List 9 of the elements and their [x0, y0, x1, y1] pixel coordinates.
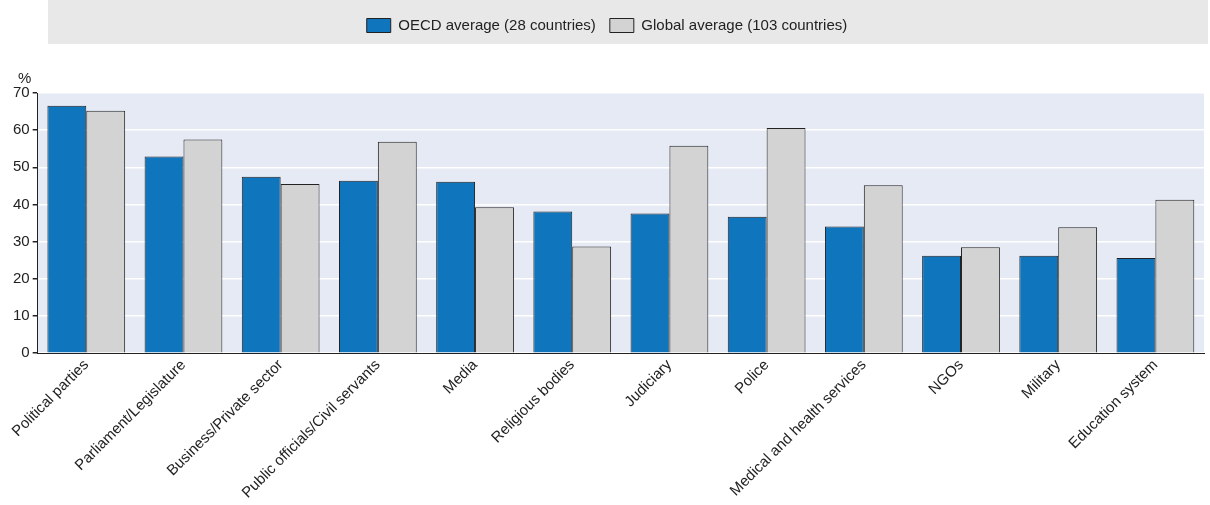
- y-tick-label: 20: [13, 269, 30, 287]
- y-tick-label: 10: [13, 306, 30, 324]
- legend-label: OECD average (28 countries): [398, 15, 596, 33]
- y-tick-label: 0: [21, 343, 30, 361]
- y-tick-label: 40: [13, 194, 30, 212]
- y-tick-label: 30: [13, 231, 30, 249]
- y-tick-label: 60: [13, 120, 30, 138]
- legend-label: Global average (103 countries): [641, 15, 848, 33]
- y-tick-label: 50: [13, 157, 30, 175]
